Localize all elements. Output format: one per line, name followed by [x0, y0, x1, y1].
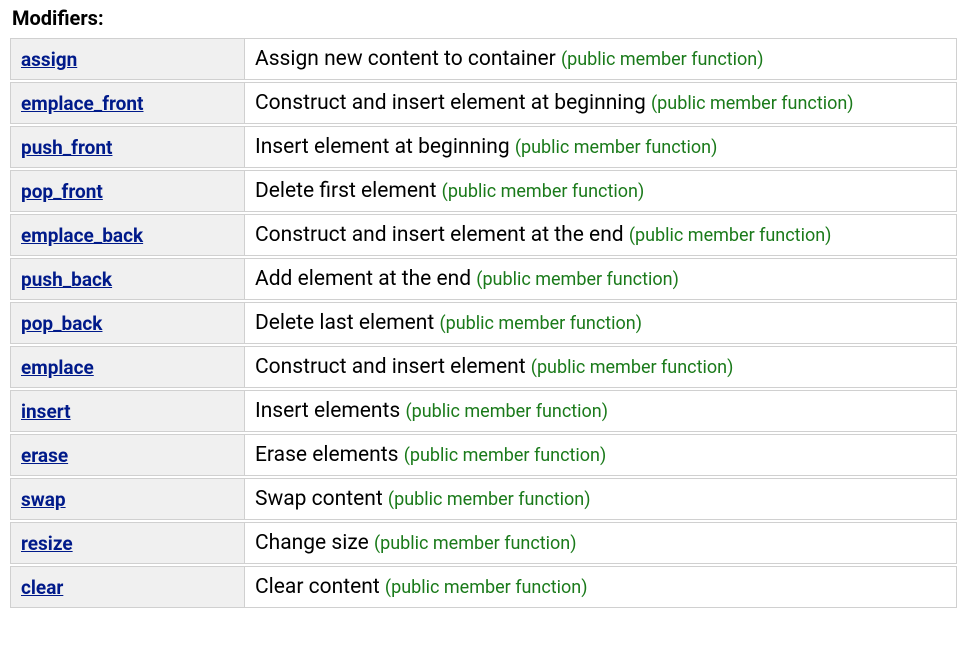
function-description: Construct and insert element at beginnin… [255, 91, 651, 115]
function-annotation: (public member function) [531, 357, 734, 378]
table-row: insert Insert elements (public member fun… [10, 390, 957, 432]
function-description: Clear content [255, 575, 385, 599]
table-row: assign Assign new content to container (p… [10, 38, 957, 80]
function-link-pop-front[interactable]: pop_front [21, 180, 103, 203]
function-desc-cell: Construct and insert element at the end … [245, 214, 957, 256]
function-description: Change size [255, 531, 374, 555]
function-name-cell: emplace [10, 346, 245, 388]
table-row: swap Swap content (public member function… [10, 478, 957, 520]
function-annotation: (public member function) [385, 577, 588, 598]
function-description: Delete last element [255, 311, 439, 335]
function-annotation: (public member function) [561, 49, 764, 70]
function-desc-cell: Delete first element (public member func… [245, 170, 957, 212]
function-description: Insert elements [255, 399, 405, 423]
function-link-push-front[interactable]: push_front [21, 136, 112, 159]
function-desc-cell: Construct and insert element at beginnin… [245, 82, 957, 124]
function-link-pop-back[interactable]: pop_back [21, 312, 102, 335]
function-name-cell: insert [10, 390, 245, 432]
function-link-push-back[interactable]: push_back [21, 268, 112, 291]
function-name-cell: erase [10, 434, 245, 476]
function-description: Swap content [255, 487, 388, 511]
function-link-insert[interactable]: insert [21, 400, 71, 423]
function-desc-cell: Delete last element (public member funct… [245, 302, 957, 344]
function-desc-cell: Insert elements (public member function) [245, 390, 957, 432]
function-annotation: (public member function) [515, 137, 718, 158]
modifiers-table: assign Assign new content to container (p… [10, 36, 957, 610]
function-link-swap[interactable]: swap [21, 488, 66, 511]
function-desc-cell: Add element at the end (public member fu… [245, 258, 957, 300]
function-description: Delete first element [255, 179, 442, 203]
table-row: emplace_back Construct and insert element… [10, 214, 957, 256]
function-annotation: (public member function) [629, 225, 832, 246]
function-annotation: (public member function) [651, 93, 854, 114]
function-desc-cell: Construct and insert element (public mem… [245, 346, 957, 388]
function-annotation: (public member function) [439, 313, 642, 334]
function-name-cell: swap [10, 478, 245, 520]
table-row: clear Clear content (public member functi… [10, 566, 957, 608]
function-desc-cell: Insert element at beginning (public memb… [245, 126, 957, 168]
function-name-cell: pop_front [10, 170, 245, 212]
table-row: pop_back Delete last element (public memb… [10, 302, 957, 344]
function-annotation: (public member function) [442, 181, 645, 202]
table-row: emplace_front Construct and insert elemen… [10, 82, 957, 124]
function-name-cell: push_front [10, 126, 245, 168]
table-row: push_front Insert element at beginning (p… [10, 126, 957, 168]
function-link-emplace-front[interactable]: emplace_front [21, 92, 144, 115]
table-row: pop_front Delete first element (public me… [10, 170, 957, 212]
function-desc-cell: Change size (public member function) [245, 522, 957, 564]
function-link-emplace[interactable]: emplace [21, 356, 94, 379]
function-link-assign[interactable]: assign [21, 48, 77, 71]
function-description: Add element at the end [255, 267, 476, 291]
function-name-cell: emplace_front [10, 82, 245, 124]
function-desc-cell: Swap content (public member function) [245, 478, 957, 520]
function-annotation: (public member function) [388, 489, 591, 510]
function-desc-cell: Assign new content to container (public … [245, 38, 957, 80]
function-description: Construct and insert element at the end [255, 223, 629, 247]
function-name-cell: clear [10, 566, 245, 608]
function-name-cell: pop_back [10, 302, 245, 344]
function-annotation: (public member function) [404, 445, 607, 466]
function-link-emplace-back[interactable]: emplace_back [21, 224, 143, 247]
function-description: Insert element at beginning [255, 135, 515, 159]
function-link-resize[interactable]: resize [21, 532, 73, 555]
function-annotation: (public member function) [374, 533, 577, 554]
table-row: resize Change size (public member functio… [10, 522, 957, 564]
section-heading: Modifiers: [12, 6, 957, 30]
table-row: push_back Add element at the end (public … [10, 258, 957, 300]
function-desc-cell: Clear content (public member function) [245, 566, 957, 608]
function-name-cell: assign [10, 38, 245, 80]
function-description: Assign new content to container [255, 47, 561, 71]
function-annotation: (public member function) [476, 269, 679, 290]
function-desc-cell: Erase elements (public member function) [245, 434, 957, 476]
function-annotation: (public member function) [405, 401, 608, 422]
function-link-erase[interactable]: erase [21, 444, 68, 467]
function-description: Erase elements [255, 443, 404, 467]
function-name-cell: emplace_back [10, 214, 245, 256]
function-link-clear[interactable]: clear [21, 576, 63, 599]
function-description: Construct and insert element [255, 355, 531, 379]
table-row: erase Erase elements (public member funct… [10, 434, 957, 476]
function-name-cell: push_back [10, 258, 245, 300]
function-name-cell: resize [10, 522, 245, 564]
table-row: emplace Construct and insert element (pub… [10, 346, 957, 388]
